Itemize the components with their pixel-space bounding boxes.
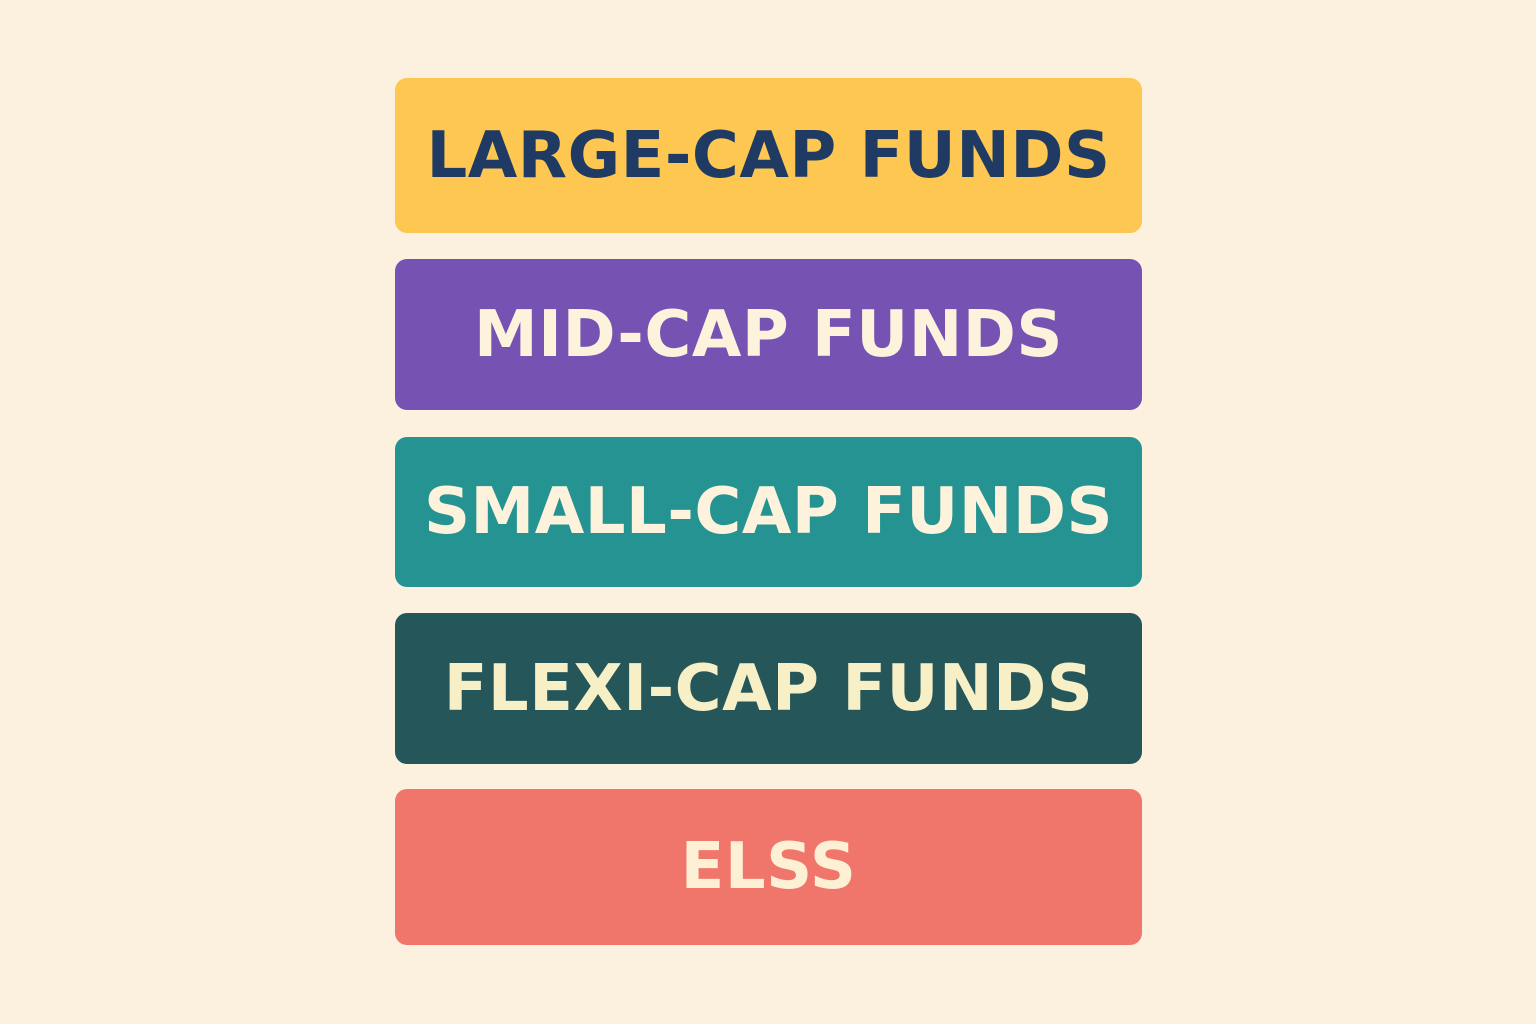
category-small-cap: SMALL-CAP FUNDS	[395, 437, 1142, 587]
category-label: FLEXI-CAP FUNDS	[443, 651, 1094, 726]
category-elss: ELSS	[395, 789, 1142, 945]
category-label: ELSS	[680, 830, 857, 904]
category-label: LARGE-CAP FUNDS	[426, 118, 1111, 193]
category-large-cap: LARGE-CAP FUNDS	[395, 78, 1142, 233]
category-label: SMALL-CAP FUNDS	[423, 475, 1114, 549]
category-flexi-cap: FLEXI-CAP FUNDS	[395, 613, 1142, 764]
category-mid-cap: MID-CAP FUNDS	[395, 259, 1142, 410]
category-label: MID-CAP FUNDS	[473, 297, 1064, 372]
